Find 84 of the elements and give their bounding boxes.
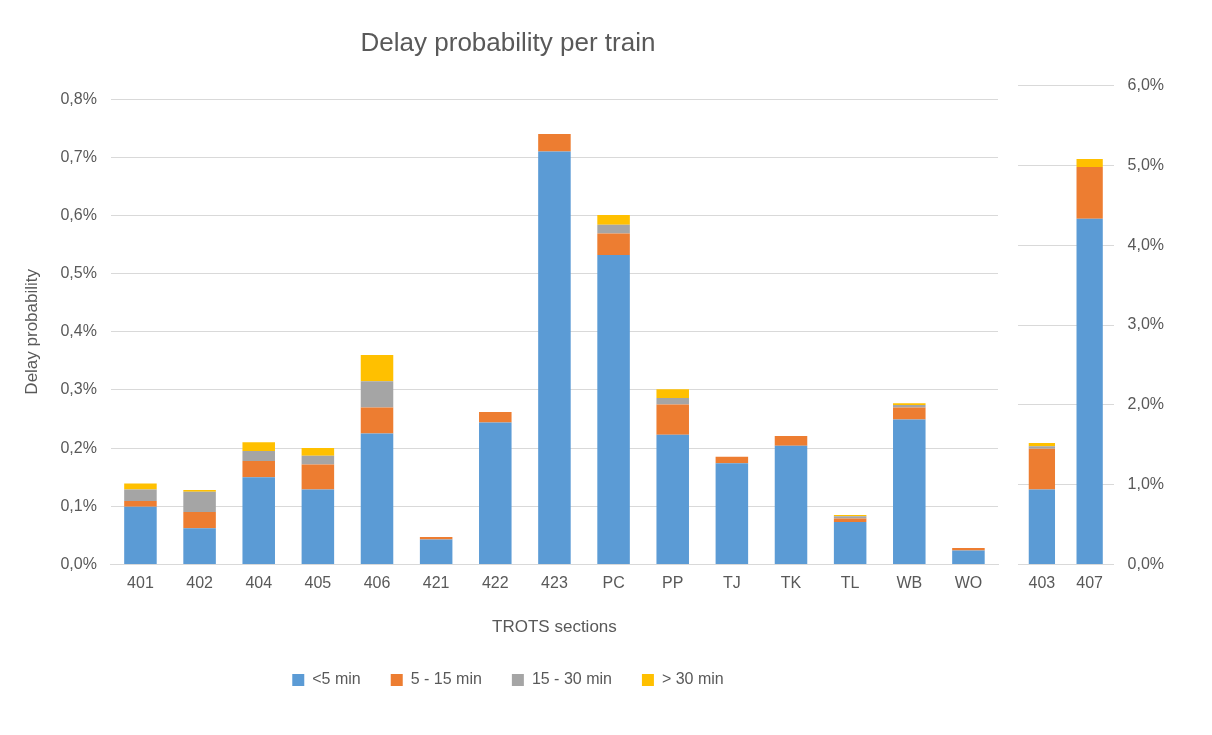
bar	[656, 404, 689, 435]
y-tick-label: 0,7%	[60, 147, 97, 165]
bar	[1076, 218, 1103, 564]
bar	[597, 255, 630, 564]
bar	[774, 435, 808, 446]
y2-tick-label: 2,0%	[1127, 395, 1164, 413]
bar	[301, 489, 335, 564]
legend-label: > 30 min	[661, 670, 724, 688]
x-tick-label: 422	[481, 574, 509, 592]
y-axis-title: Delay probability	[21, 268, 41, 395]
x-tick-label: 403	[1028, 574, 1056, 592]
y-tick-label: 0,4%	[60, 322, 97, 340]
bar	[360, 355, 394, 382]
x-tick-label: PC	[602, 574, 625, 592]
bar	[242, 442, 275, 452]
x-tick-label: 421	[422, 574, 450, 592]
y-tick-label: 0,5%	[60, 264, 97, 282]
bar	[242, 477, 275, 564]
y2-tick-label: 3,0%	[1127, 315, 1164, 333]
y-tick-label: 0,6%	[60, 205, 97, 223]
y-tick-label: 0,1%	[60, 496, 97, 514]
bar	[538, 134, 571, 152]
bar	[893, 407, 926, 420]
x-tick-label: 406	[363, 574, 391, 592]
bar	[242, 460, 275, 478]
legend-label: <5 min	[312, 670, 361, 688]
bar	[301, 464, 335, 490]
x-tick-label: WO	[954, 574, 983, 592]
bar	[301, 455, 335, 465]
legend-label: 15 - 30 min	[531, 670, 612, 688]
x-tick-label: TL	[840, 574, 860, 592]
x-tick-label: 405	[304, 574, 332, 592]
y2-tick-label: 0,0%	[1127, 554, 1164, 572]
x-tick-label: TK	[780, 574, 802, 592]
bar	[597, 224, 630, 234]
bar	[715, 463, 749, 564]
bar	[360, 407, 394, 434]
bar	[479, 422, 512, 564]
bar	[124, 501, 157, 507]
x-axis-title: TROTS sections	[492, 617, 617, 637]
bar	[656, 389, 689, 399]
y-tick-label: 0,8%	[60, 89, 97, 107]
x-tick-label: 404	[245, 574, 273, 592]
x-tick-label: TJ	[722, 574, 741, 592]
y-tick-label: 0,3%	[60, 380, 97, 398]
bar	[1076, 167, 1103, 219]
bar	[124, 489, 157, 502]
bar	[715, 456, 749, 464]
x-tick-label: WB	[896, 574, 923, 592]
bar	[301, 448, 335, 456]
bar	[952, 550, 985, 564]
y2-tick-label: 6,0%	[1127, 76, 1164, 94]
chart-title: Delay probability per train	[360, 26, 656, 57]
y2-tick-label: 5,0%	[1127, 155, 1164, 173]
bar	[242, 451, 275, 461]
bar	[538, 151, 571, 564]
bar	[1028, 489, 1056, 564]
x-tick-label: 423	[541, 574, 568, 592]
bar	[656, 398, 689, 405]
x-tick-label: 407	[1076, 574, 1104, 592]
bar	[833, 521, 867, 564]
bar	[597, 214, 630, 225]
x-tick-label: 401	[127, 574, 154, 592]
y2-tick-label: 4,0%	[1127, 235, 1164, 253]
x-tick-label: PP	[662, 574, 684, 592]
bar	[360, 433, 394, 564]
bar	[1076, 159, 1103, 167]
bar	[479, 412, 512, 423]
bar	[419, 539, 453, 564]
y2-tick-label: 1,0%	[1127, 475, 1164, 493]
bar	[183, 512, 216, 529]
bar	[597, 233, 630, 256]
bar	[656, 434, 689, 564]
bar	[183, 528, 216, 564]
bar	[893, 419, 926, 564]
bar	[183, 491, 216, 513]
bar	[774, 445, 808, 564]
x-tick-label: 402	[186, 574, 214, 592]
y-tick-label: 0,0%	[60, 554, 97, 572]
y-tick-label: 0,2%	[60, 438, 97, 456]
bar	[124, 506, 157, 564]
legend-label: 5 - 15 min	[410, 670, 482, 688]
bar	[1028, 448, 1056, 490]
bar	[360, 381, 394, 408]
